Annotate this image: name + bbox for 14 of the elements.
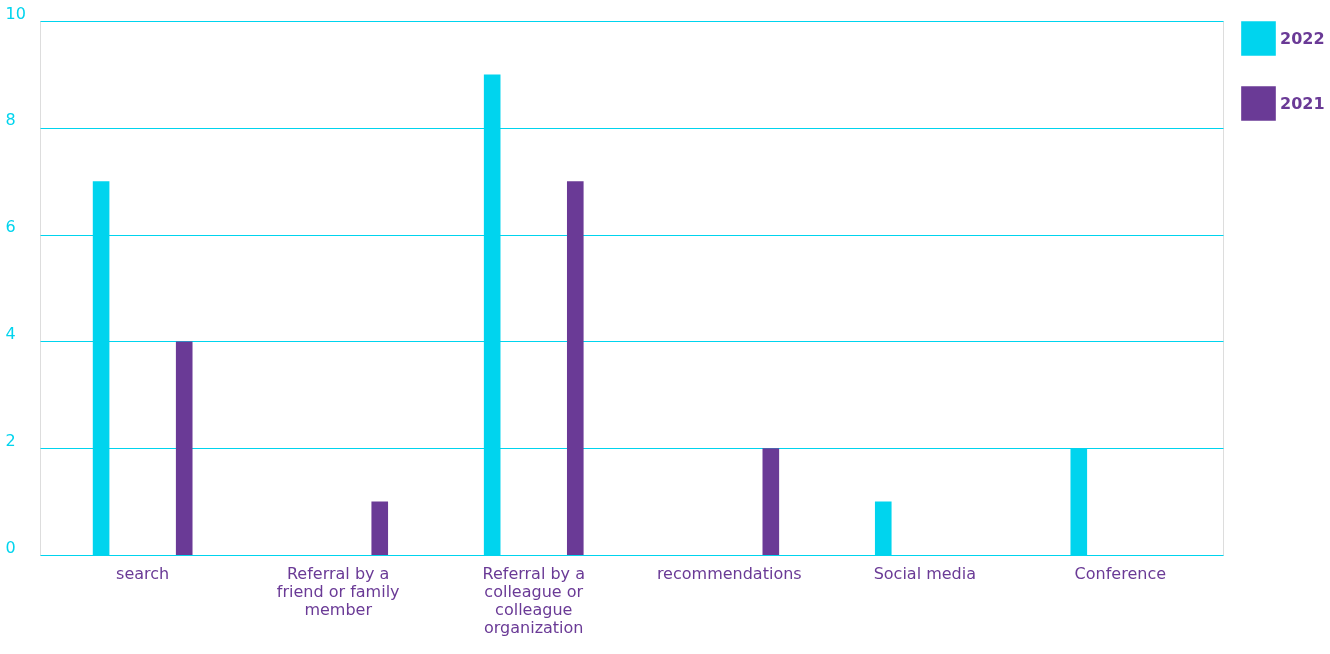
x-tick-label: Referral by a friend or family member <box>276 563 400 619</box>
y-tick-label: 6 <box>5 217 16 237</box>
y-tick-label: 8 <box>5 110 16 130</box>
y-tick-label: 2 <box>5 430 16 450</box>
x-tick-label: search <box>116 563 170 583</box>
x-tick-label: Social media <box>873 563 976 583</box>
x-tick-label: recommendations <box>656 563 802 583</box>
y-tick-label: 10 <box>5 3 26 23</box>
legend-label: 2021 <box>1280 93 1325 113</box>
x-tick-label: Conference <box>1074 563 1167 583</box>
legend-label: 2022 <box>1280 28 1325 48</box>
y-tick-label: 0 <box>5 537 16 557</box>
y-tick-label: 4 <box>5 323 16 343</box>
x-tick-label: Referral by a colleague or colleague organization <box>482 563 585 637</box>
